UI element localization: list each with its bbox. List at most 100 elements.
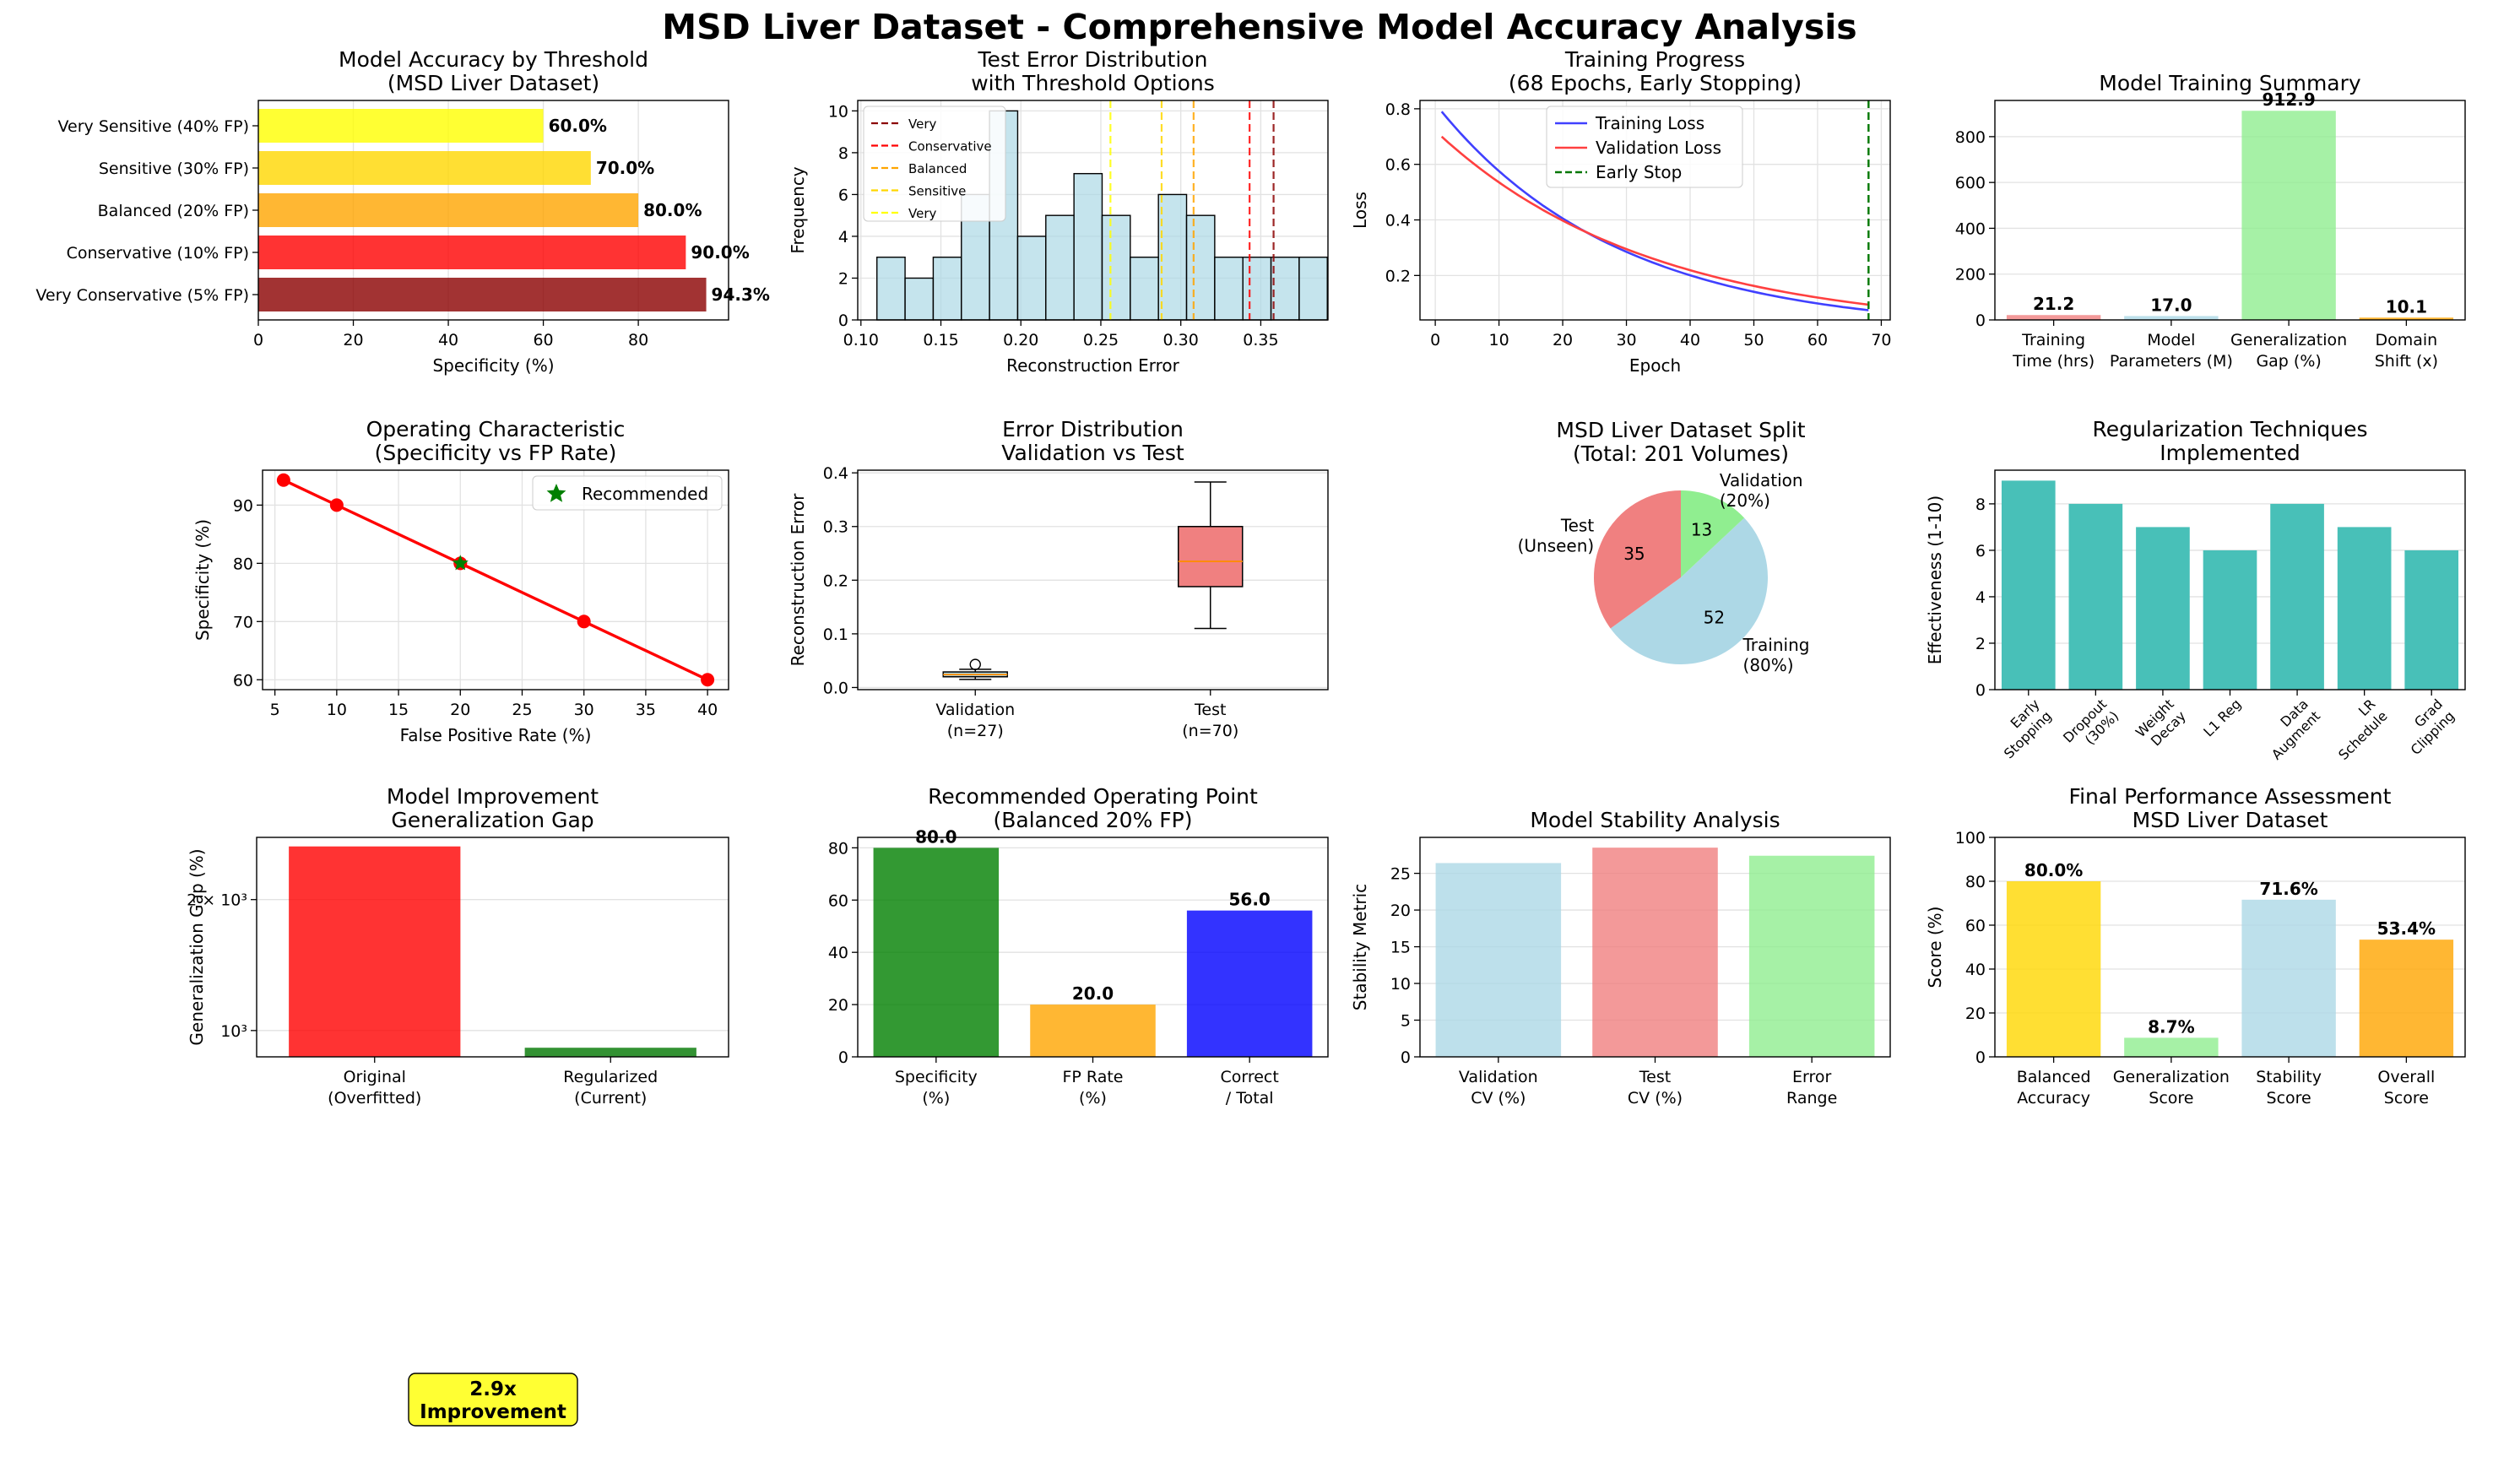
hist-bar xyxy=(876,257,906,321)
legend-label: Validation Loss xyxy=(1596,138,1721,158)
hist-bar xyxy=(1242,257,1272,321)
pie-slice xyxy=(1610,517,1769,665)
chart-p5: Operating Characteristic (Specificity vs … xyxy=(192,417,729,745)
bar-value-label: 8.7% xyxy=(2148,1016,2194,1037)
hist-bar xyxy=(1073,172,1103,321)
chart-title-line: (MSD Liver Dataset) xyxy=(387,71,599,95)
y-axis-label: Reconstruction Error xyxy=(788,493,808,667)
x-tick-label: Validation CV (%) xyxy=(1459,1068,1538,1107)
bar xyxy=(1030,1005,1156,1057)
y-axis-label: Stability Metric xyxy=(1350,884,1370,1010)
x-tick-label: Validation (n=27) xyxy=(935,701,1015,740)
x-tick-label: Test (n=70) xyxy=(1182,701,1238,740)
bar xyxy=(2124,1037,2219,1057)
chart-title-line: MSD Liver Dataset Split xyxy=(1556,418,1805,442)
box xyxy=(1178,525,1244,588)
y-tick-label: 20 xyxy=(1390,902,1411,920)
pie-label-line: (80%) xyxy=(1743,655,1794,675)
y-tick-label: 0.6 xyxy=(1385,156,1411,175)
x-tick-label: 0.25 xyxy=(1083,331,1119,349)
axes-frame xyxy=(256,837,729,1058)
bar xyxy=(1186,910,1313,1057)
chart-p9: Model Improvement Generalization Gap 2 × 1… xyxy=(187,784,729,1427)
legend-label: Sensitive xyxy=(908,184,966,199)
chart-title-line: Model Improvement xyxy=(387,784,599,809)
x-tick-label-line: Generalization xyxy=(2113,1068,2230,1086)
x-tick-label: 20 xyxy=(450,701,470,719)
x-tick-label-line: Score xyxy=(2267,1089,2311,1107)
hist-bar xyxy=(1016,236,1047,321)
y-tick-label: Balanced (20% FP) xyxy=(98,202,249,220)
y-tick-label: 60 xyxy=(828,891,848,910)
bar xyxy=(2359,940,2454,1057)
pie-label-line: (Unseen) xyxy=(1518,536,1595,556)
y-axis-label: Effectiveness (1-10) xyxy=(1925,496,1945,664)
series-line xyxy=(1440,135,1869,306)
x-tick-label: 0.15 xyxy=(923,331,958,349)
y-tick-label: 0.3 xyxy=(823,518,848,537)
pie-label-line: (20%) xyxy=(1720,490,1770,511)
x-tick-label-line: (n=70) xyxy=(1182,722,1238,740)
x-tick-label: Balanced Accuracy xyxy=(2017,1068,2091,1107)
x-tick-label: 80 xyxy=(628,331,648,349)
x-tick-label-line: (Overfitted) xyxy=(328,1089,421,1107)
x-tick-label: WeightDecay xyxy=(2133,696,2189,752)
annotation-text: 2.9x Improvement xyxy=(420,1378,566,1423)
x-tick-label-line: Regularized xyxy=(563,1068,658,1086)
y-tick-label: 90 xyxy=(233,496,253,515)
x-tick-label: L1 Reg xyxy=(2200,696,2244,739)
bar xyxy=(873,848,1000,1057)
legend-label: Balanced xyxy=(908,161,967,176)
pie-value-label: 13 xyxy=(1691,519,1712,539)
x-tick-label-line: Accuracy xyxy=(2017,1089,2090,1107)
legend: Training Loss Validation Loss Early Stop xyxy=(1546,106,1743,188)
chart-title-line: Regularization Techniques xyxy=(2092,417,2367,441)
chart-title-line: MSD Liver Dataset xyxy=(2133,808,2328,832)
chart-p4: Model Training Summary 0 200 400 600 800 21.2 1… xyxy=(1955,71,2466,371)
bar-value-label: 912.9 xyxy=(2262,89,2315,110)
x-tick-label: Dropout(30%) xyxy=(2060,696,2122,757)
data-point xyxy=(701,673,715,687)
x-tick-label-line: Parameters (M) xyxy=(2110,352,2233,371)
x-tick-label-line: Time (hrs) xyxy=(2012,352,2095,371)
bar xyxy=(1435,863,1562,1057)
y-tick-label: 10 xyxy=(1390,975,1411,994)
x-tick-label: 40 xyxy=(1680,331,1700,349)
chart-p8: Regularization Techniques Implemented 0 2 4 6… xyxy=(1925,417,2466,763)
legend-label: Training Loss xyxy=(1595,113,1704,133)
x-tick-label: DataAugment xyxy=(2257,696,2323,762)
axes-frame xyxy=(857,837,1329,1058)
x-tick-label: Test CV (%) xyxy=(1628,1068,1683,1107)
pie-label-line: Test xyxy=(1560,516,1595,536)
chart-title: Recommended Operating Point (Balanced 20%… xyxy=(928,784,1258,832)
figure-title: MSD Liver Dataset - Comprehensive Model … xyxy=(662,7,1856,47)
x-tick-label: Error Range xyxy=(1786,1068,1837,1107)
chart-title: Model Accuracy by Threshold (MSD Liver Da… xyxy=(339,47,648,95)
bar xyxy=(2203,550,2257,690)
y-tick-label: 0.2 xyxy=(1385,267,1411,285)
chart-title-line: Model Accuracy by Threshold xyxy=(339,47,648,72)
x-tick-label-line: L1 Reg xyxy=(2200,696,2244,739)
y-tick-label: 20 xyxy=(828,996,848,1015)
y-axis-label: Frequency xyxy=(788,166,808,253)
y-tick-label: 20 xyxy=(1965,1005,1986,1023)
chart-title-line: Model Training Summary xyxy=(2099,71,2361,95)
legend-label: Very xyxy=(908,116,936,132)
x-tick-label: 70 xyxy=(1871,331,1891,349)
bar-value-label: 10.1 xyxy=(2386,296,2427,317)
bar xyxy=(2241,899,2336,1057)
bar-value-label: 70.0% xyxy=(596,158,654,178)
x-tick-label-line: Shift (x) xyxy=(2375,352,2438,371)
x-tick-label: 10 xyxy=(327,701,347,719)
bar-value-label: 90.0% xyxy=(691,242,749,263)
axes-frame xyxy=(1994,469,2466,690)
chart-p7: MSD Liver Dataset Split (Total: 201 Volum… xyxy=(1518,418,1810,675)
legend-swatch xyxy=(546,484,566,502)
x-tick-label: 30 xyxy=(574,701,594,719)
chart-p11: Model Stability Analysis 0 5 10 15 20 25 Valida… xyxy=(1350,808,1891,1107)
x-tick-label: EarlyStopping xyxy=(1989,696,2055,761)
bar xyxy=(258,151,591,185)
x-tick-label: FP Rate (%) xyxy=(1063,1068,1124,1107)
x-tick-label: 0.35 xyxy=(1243,331,1278,349)
axes-frame xyxy=(257,100,729,321)
